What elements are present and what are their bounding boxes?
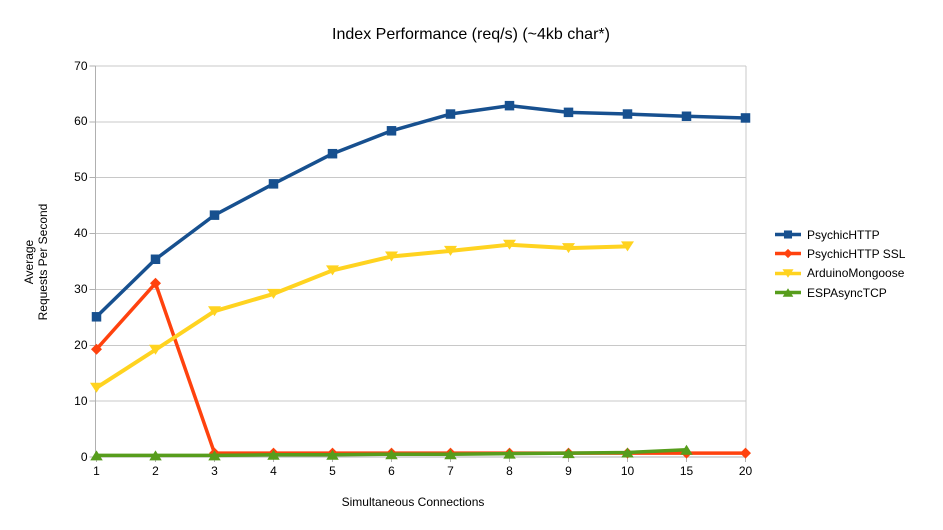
data-point-marker-triangle-up: [208, 450, 221, 461]
data-point-marker-square: [150, 254, 161, 265]
data-point-marker-triangle-up: [267, 449, 280, 460]
data-point-marker-triangle-down: [562, 243, 575, 254]
data-point-marker-triangle-down: [385, 251, 398, 262]
data-point-marker-triangle-down: [621, 241, 634, 252]
data-point-marker-diamond: [150, 277, 161, 289]
x-axis-title: Simultaneous Connections: [341, 495, 485, 509]
data-point-marker-triangle-down: [267, 288, 280, 299]
data-point-marker-triangle-down: [149, 344, 162, 355]
data-point-marker-square: [681, 111, 692, 122]
y-tick-label: 30: [74, 281, 88, 296]
y-tick-label: 0: [80, 449, 88, 464]
y-tick-label: 60: [74, 114, 88, 129]
y-tick-label: 50: [74, 170, 88, 185]
x-tick-label: 9: [565, 464, 572, 478]
x-tick-label: 5: [329, 464, 336, 478]
legend-marker-triangle-down: [775, 268, 801, 278]
data-point-marker-square: [783, 230, 793, 239]
y-tick-label: 40: [74, 226, 88, 241]
legend-item-psychichttp: PsychicHTTP: [775, 225, 905, 244]
data-point-marker-triangle-up: [149, 450, 162, 461]
data-point-marker-square: [91, 312, 102, 322]
legend-item-arduinomongoose: ArduinoMongoose: [775, 264, 905, 283]
data-point-marker-triangle-up: [385, 449, 398, 460]
x-tick-label: 20: [738, 464, 753, 478]
legend-marker-triangle-up: [775, 288, 801, 297]
data-point-marker-triangle-up: [503, 448, 516, 459]
y-tick-label: 20: [74, 337, 88, 352]
data-point-marker-triangle-up: [680, 444, 693, 455]
x-tick-label: 6: [388, 464, 395, 478]
data-point-marker-square: [563, 107, 574, 118]
legend-marker-square: [775, 230, 801, 239]
legend-label-arduinomongoose: ArduinoMongoose: [807, 266, 905, 281]
data-point-marker-triangle-down: [782, 268, 794, 278]
x-tick-label: 3: [211, 464, 218, 478]
data-point-marker-triangle-down: [90, 382, 103, 393]
data-point-marker-square: [327, 148, 338, 159]
data-point-marker-diamond: [740, 447, 751, 459]
legend-label-espasynctcp: ESPAsyncTCP: [807, 285, 887, 300]
data-point-marker-triangle-up: [444, 449, 457, 460]
legend: PsychicHTTP PsychicHTTP SSL ArduinoMongoos…: [775, 225, 905, 302]
x-tick-label: 8: [506, 464, 513, 478]
x-tick-label: 1: [93, 464, 100, 478]
x-tick-label: 15: [679, 464, 694, 478]
data-point-marker-square: [740, 113, 751, 123]
data-point-marker-square: [504, 100, 515, 111]
series-line-psychichttp-ssl: [94, 281, 748, 455]
data-point-marker-triangle-down: [208, 306, 221, 317]
x-tick-label: 2: [152, 464, 159, 478]
data-point-marker-triangle-up: [562, 448, 575, 459]
data-point-marker-square: [622, 109, 633, 119]
data-point-marker-triangle-down: [503, 239, 516, 250]
data-point-marker-triangle-up: [782, 288, 794, 297]
data-point-marker-triangle-up: [326, 449, 339, 460]
data-point-marker-triangle-down: [326, 265, 339, 276]
x-tick-label: 7: [447, 464, 454, 478]
data-point-marker-square: [386, 126, 397, 136]
data-point-marker-triangle-up: [621, 447, 634, 458]
data-point-marker-square: [209, 210, 220, 220]
series-line-psychichttp: [94, 103, 748, 319]
legend-item-espasynctcp: ESPAsyncTCP: [775, 283, 905, 302]
x-tick-label: 4: [270, 464, 277, 478]
legend-item-psychichttp-ssl: PsychicHTTP SSL: [775, 244, 905, 263]
legend-marker-diamond: [775, 249, 801, 259]
chart-title: Index Performance (req/s) (~4kb char*): [332, 26, 610, 43]
legend-label-psychichttp: PsychicHTTP: [807, 227, 880, 242]
data-point-marker-square: [445, 109, 456, 119]
x-tick-label: 10: [620, 464, 635, 478]
data-point-marker-diamond: [783, 249, 793, 259]
y-tick-label: 10: [74, 393, 88, 408]
data-point-marker-square: [268, 179, 279, 189]
data-point-marker-triangle-down: [444, 245, 457, 256]
y-tick-label: 70: [74, 58, 88, 73]
series-line-arduinomongoose: [94, 242, 630, 390]
legend-label-psychichttp-ssl: PsychicHTTP SSL: [807, 246, 906, 261]
data-point-marker-triangle-up: [90, 450, 103, 461]
data-point-marker-diamond: [91, 343, 102, 355]
